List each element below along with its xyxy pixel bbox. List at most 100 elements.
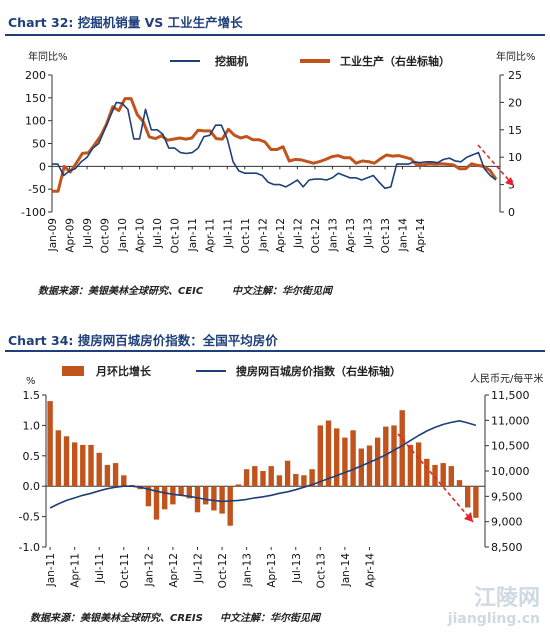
chart-32-title-rule [5, 34, 545, 36]
housing-price-chart-panel: Chart 34: 搜房网百城房价指数：全国平均房价 % 人民币元/每平米 月环比增… [0, 322, 550, 633]
x-tick-label: Oct-13 [380, 218, 392, 253]
legend-label-price-index: 搜房网百城房价指数（右坐标轴） [236, 364, 401, 378]
left-tick-label: 0.0 [23, 480, 41, 493]
series-line-excavator-sales [52, 101, 497, 190]
bar-mom-growth [440, 463, 446, 487]
x-tick-label: Jan-12 [143, 553, 155, 587]
chart-34-plot: % 人民币元/每平米 月环比增长 搜房网百城房价指数（右坐标轴） -1.0 -0.5 0.0… [19, 364, 544, 588]
bar-mom-growth [424, 458, 430, 487]
left-tick-label: 1.0 [23, 419, 41, 432]
x-tick-label: Apr-12 [168, 553, 180, 588]
x-tick-label: Jan-11 [187, 218, 199, 252]
x-tick-label: Jul-13 [291, 553, 303, 584]
bar-mom-growth [293, 474, 299, 487]
x-tick-label: Apr-13 [345, 218, 357, 253]
bar-mom-growth [350, 430, 356, 487]
right-tick-label: 10,000 [491, 465, 530, 478]
legend-label-mom-growth: 月环比增长 [95, 364, 152, 378]
chart-34-translation-note: 中文注解：华尔街见闻 [220, 613, 320, 624]
right-tick-label: 9,000 [491, 516, 523, 529]
bar-mom-growth [72, 442, 78, 487]
left-axis-unit: % [26, 376, 36, 387]
trend-arrow-head [464, 512, 473, 522]
right-tick-label: 20 [508, 96, 522, 109]
bar-mom-growth [399, 410, 405, 487]
x-tick-label: Jan-13 [327, 218, 339, 252]
right-tick-label: 25 [508, 69, 522, 82]
bar-mom-growth [407, 444, 414, 487]
bar-mom-growth [317, 425, 323, 487]
left-axis-unit: 年同比% [28, 50, 68, 63]
x-tick-label: Jul-13 [362, 218, 374, 249]
left-tick-label: -50 [28, 183, 46, 196]
bar-mom-growth [112, 463, 119, 487]
right-axis-unit: 年同比% [496, 50, 536, 63]
series-line-price-index [49, 420, 477, 509]
x-tick-label: Apr-14 [364, 553, 376, 588]
x-tick-label: Jul-12 [292, 218, 304, 249]
watermark-domain: jiangling.cn [447, 611, 540, 627]
bar-mom-growth [260, 471, 266, 487]
bar-mom-growth [162, 486, 168, 510]
bar-mom-growth [80, 444, 86, 487]
bar-mom-growth [358, 448, 364, 487]
bar-mom-growth [203, 486, 209, 505]
site-watermark: 江陵网 jiangling.cn [447, 587, 540, 628]
bar-mom-growth [366, 445, 373, 487]
x-tick-label: Oct-12 [310, 218, 322, 253]
x-tick-label: Jul-11 [222, 218, 234, 249]
chart-34-title-rule [5, 350, 545, 352]
x-tick-label: Jul-09 [82, 218, 94, 249]
bar-mom-growth [194, 486, 201, 513]
bar-mom-growth [88, 444, 94, 487]
left-tick-label: 100 [25, 115, 46, 128]
bar-mom-growth [284, 460, 291, 487]
bar-mom-growth [243, 469, 250, 487]
left-tick-label: 50 [32, 138, 46, 151]
left-tick-label: -1.0 [19, 541, 40, 554]
x-tick-label: Jan-11 [45, 553, 57, 587]
bar-mom-growth [301, 475, 307, 487]
bar-mom-growth [448, 466, 454, 487]
bar-mom-growth [252, 466, 258, 487]
left-tick-label: 1.5 [23, 389, 41, 402]
x-tick-label: Oct-11 [119, 553, 131, 588]
x-tick-label: Jan-14 [340, 553, 352, 588]
x-tick-label: Jan-10 [117, 218, 129, 252]
right-axis-unit: 人民币元/每平米 [470, 372, 543, 385]
right-tick-label: 9,500 [491, 490, 523, 503]
bar-mom-growth [63, 436, 70, 487]
trend-arrow-head [505, 177, 514, 186]
left-tick-label: 0.5 [23, 450, 41, 463]
bar-mom-growth [465, 486, 471, 508]
x-tick-label: Jan-13 [242, 553, 254, 587]
right-tick-label: 0 [508, 206, 515, 219]
excavator-chart-panel: Chart 32: 挖掘机销量 VS 工业生产增长 年同比% 年同比% 挖掘机 工业生… [0, 0, 550, 300]
legend-swatch-mom-growth [62, 366, 84, 376]
left-tick-label: 200 [25, 69, 46, 82]
trend-arrow-line [397, 433, 474, 523]
bar-mom-growth [104, 464, 111, 487]
right-tick-label: 8,500 [491, 541, 523, 554]
left-tick-label: -100 [21, 206, 46, 219]
series-line-industrial-production [52, 97, 498, 193]
x-tick-label: Apr-09 [65, 218, 77, 253]
x-tick-label: Jan-14 [398, 218, 410, 253]
x-tick-label: Jul-10 [152, 218, 164, 249]
trend-arrow-line [477, 144, 515, 187]
bar-mom-growth [121, 475, 127, 487]
x-tick-label: Apr-12 [275, 218, 287, 253]
chart-34-title: Chart 34: 搜房网百城房价指数：全国平均房价 [8, 333, 278, 348]
bar-mom-growth [55, 430, 61, 487]
bar-mom-growth [235, 484, 242, 487]
bar-mom-growth [145, 486, 152, 507]
bar-mom-growth [415, 442, 422, 487]
bar-mom-growth [186, 486, 192, 499]
legend-label-excavator: 挖掘机 [215, 54, 248, 68]
bar-mom-growth [211, 486, 217, 511]
left-tick-label: 0 [39, 160, 46, 173]
bar-mom-growth [96, 452, 102, 487]
left-tick-label: -0.5 [19, 511, 40, 524]
bar-mom-growth [334, 428, 340, 487]
right-tick-label: 10 [508, 151, 522, 164]
